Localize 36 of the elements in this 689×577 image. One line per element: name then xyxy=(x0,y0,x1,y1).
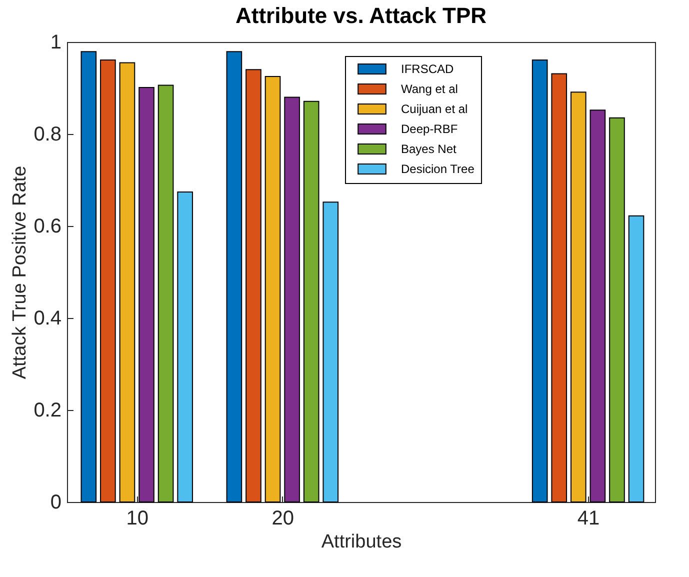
y-tick-label: 0 xyxy=(50,492,62,514)
x-tick-label: 10 xyxy=(126,508,148,530)
bar xyxy=(100,59,116,502)
legend-label: Desicion Tree xyxy=(401,162,475,176)
y-tick-label: 0.2 xyxy=(34,400,62,422)
legend-label: Bayes Net xyxy=(401,142,458,156)
x-axis-title: Attributes xyxy=(321,532,402,552)
legend-label: Deep-RBF xyxy=(401,122,458,136)
bar xyxy=(80,51,97,502)
legend-label: IFRSCAD xyxy=(401,62,454,76)
bar xyxy=(264,76,281,502)
bar xyxy=(532,59,548,502)
bar xyxy=(303,100,320,502)
bar xyxy=(226,51,242,502)
bar xyxy=(119,62,136,502)
bar xyxy=(322,202,339,502)
bar xyxy=(609,117,625,502)
bar xyxy=(628,215,644,502)
bar xyxy=(177,191,193,502)
bar xyxy=(284,96,300,502)
x-tick-label: 41 xyxy=(577,508,600,530)
bar xyxy=(246,69,262,502)
bar xyxy=(570,92,586,502)
x-tick-label: 20 xyxy=(272,508,294,530)
y-tick-label: 1 xyxy=(50,32,62,54)
y-tick-label: 0.8 xyxy=(34,124,62,146)
chart-title: Attribute vs. Attack TPR xyxy=(235,3,487,28)
y-tick-label: 0.4 xyxy=(34,308,62,330)
legend-label: Wang et al xyxy=(401,82,458,96)
legend-label: Cuijuan et al xyxy=(401,102,468,116)
y-axis-title: Attack True Positive Rate xyxy=(10,166,31,380)
bar xyxy=(158,84,174,502)
y-tick-label: 0.6 xyxy=(34,216,62,238)
bar xyxy=(590,110,606,502)
bar xyxy=(138,87,154,502)
bar xyxy=(551,73,568,502)
